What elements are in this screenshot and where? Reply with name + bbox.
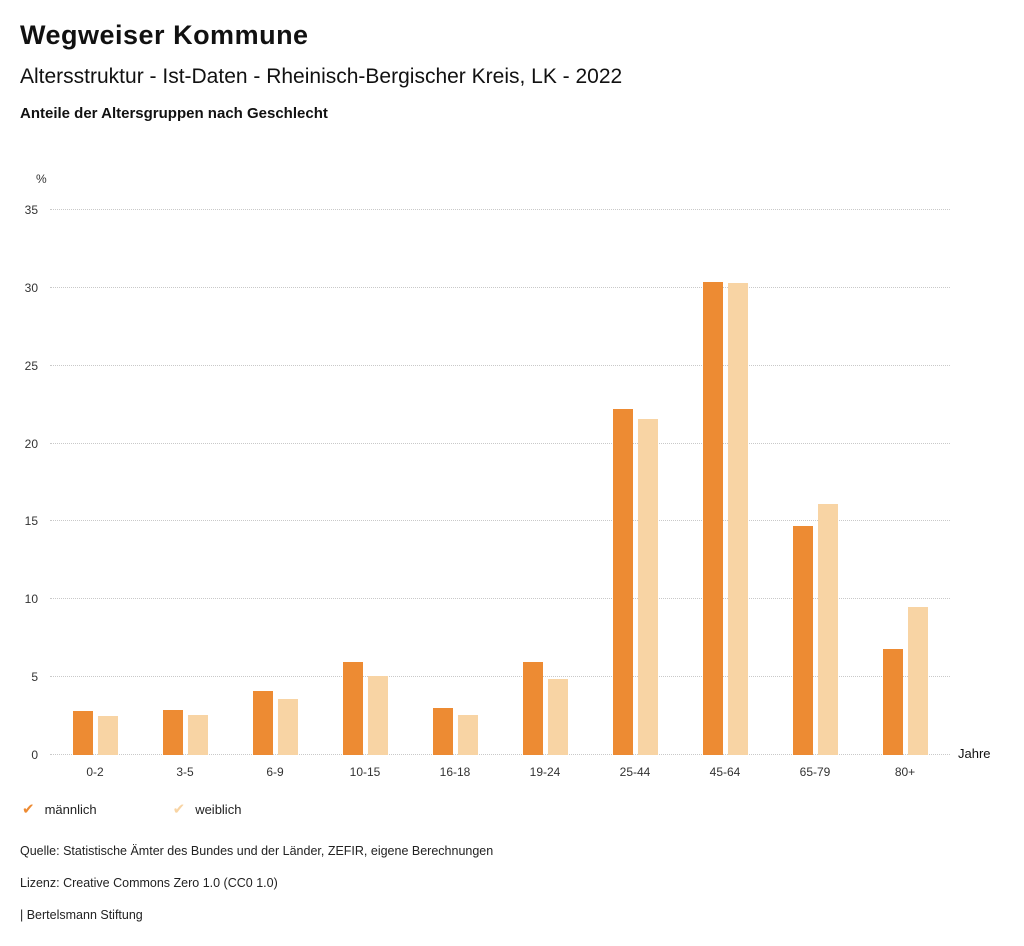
x-tick-label: 65-79 <box>799 765 831 779</box>
source-text: Quelle: Statistische Ämter des Bundes un… <box>20 844 494 858</box>
bar-groups: 0-2 3-5 6-9 10-15 16-18 19-24 25-44 45-64 65-79 8… <box>50 210 950 779</box>
check-icon: ✔ <box>172 801 186 818</box>
gridline: 0 <box>31 748 950 762</box>
bar-männlich-45-64 <box>702 281 723 755</box>
bar-group-45-64: 45-64 <box>680 210 770 779</box>
x-tick-label: 0-2 <box>86 765 104 779</box>
bar-group-65-79: 65-79 <box>770 210 860 779</box>
x-tick-label: 45-64 <box>709 765 741 779</box>
bar-männlich-65-79 <box>792 526 813 755</box>
y-tick-label: 25 <box>24 358 38 373</box>
bar-group-25-44: 25-44 <box>590 210 680 779</box>
check-icon: ✔ <box>22 801 35 818</box>
x-tick-label: 16-18 <box>439 765 471 779</box>
bar-group-80+: 80+ <box>860 210 950 779</box>
bar-group-16-18: 16-18 <box>410 210 500 779</box>
chart-subtitle: Anteile der Altersgruppen nach Geschlech… <box>20 105 328 122</box>
bar-group-0-2: 0-2 <box>50 210 140 779</box>
bar-männlich-80+ <box>882 649 903 755</box>
gridline: 20 <box>25 437 950 451</box>
gridline: 15 <box>25 514 950 528</box>
gridline: 10 <box>25 592 950 606</box>
bar-weiblich-3-5 <box>187 714 208 755</box>
x-axis-label: Jahre <box>958 746 991 761</box>
gridline: 25 <box>25 359 950 373</box>
legend-label: weiblich <box>195 802 242 817</box>
license-text: Lizenz: Creative Commons Zero 1.0 (CC0 1… <box>20 876 278 890</box>
y-tick-label: 30 <box>24 280 38 295</box>
brand-title: Wegweiser Kommune <box>20 20 309 50</box>
y-tick-label: 5 <box>31 670 38 685</box>
bar-männlich-10-15 <box>342 661 363 755</box>
footer: Quelle: Statistische Ämter des Bundes un… <box>20 844 493 940</box>
gridline: 35 <box>25 203 950 217</box>
gridline: 5 <box>31 670 950 684</box>
bar-group-10-15: 10-15 <box>320 210 410 779</box>
bar-weiblich-0-2 <box>97 716 118 755</box>
chart-title: Altersstruktur - Ist-Daten - Rheinisch-B… <box>20 65 623 88</box>
gridline: 30 <box>25 281 950 295</box>
bar-männlich-0-2 <box>72 711 93 755</box>
bar-weiblich-19-24 <box>547 678 568 755</box>
x-tick-label: 3-5 <box>176 765 194 779</box>
header: Wegweiser Kommune Altersstruktur - Ist-D… <box>0 0 1024 122</box>
y-tick-label: 15 <box>24 514 38 529</box>
legend-item-weiblich: ✔ weiblich <box>173 802 242 817</box>
y-tick-label: 10 <box>24 592 38 607</box>
x-tick-label: 80+ <box>894 765 916 779</box>
x-tick-label: 19-24 <box>529 765 561 779</box>
bar-männlich-25-44 <box>612 409 633 755</box>
x-tick-label: 25-44 <box>619 765 651 779</box>
bar-chart: 0 5 10 15 20 25 30 35 0-2 3-5 6-9 10-15 16-18 19-24 2… <box>25 203 950 779</box>
bar-group-6-9: 6-9 <box>230 210 320 779</box>
bar-weiblich-45-64 <box>727 283 748 755</box>
x-tick-label: 6-9 <box>266 765 284 779</box>
bar-weiblich-6-9 <box>277 698 298 755</box>
bar-weiblich-10-15 <box>367 675 388 755</box>
attribution-text: | Bertelsmann Stiftung <box>20 908 143 922</box>
bar-männlich-16-18 <box>432 708 453 755</box>
bar-männlich-19-24 <box>522 661 543 755</box>
bar-weiblich-80+ <box>907 607 928 755</box>
y-axis-unit-label: % <box>36 172 47 186</box>
bar-weiblich-16-18 <box>457 714 478 755</box>
bar-weiblich-25-44 <box>637 418 658 755</box>
legend-item-männlich: ✔ männlich <box>22 802 97 817</box>
y-tick-label: 0 <box>31 748 38 762</box>
bar-weiblich-65-79 <box>817 504 838 755</box>
y-tick-label: 20 <box>24 436 38 451</box>
bar-männlich-3-5 <box>162 709 183 755</box>
y-tick-label: 35 <box>24 203 38 217</box>
bar-group-19-24: 19-24 <box>500 210 590 779</box>
legend-label: männlich <box>44 802 97 817</box>
x-tick-label: 10-15 <box>349 765 381 779</box>
bar-group-3-5: 3-5 <box>140 210 230 779</box>
bar-männlich-6-9 <box>252 691 273 755</box>
legend: ✔ männlich ✔ weiblich <box>22 802 241 817</box>
